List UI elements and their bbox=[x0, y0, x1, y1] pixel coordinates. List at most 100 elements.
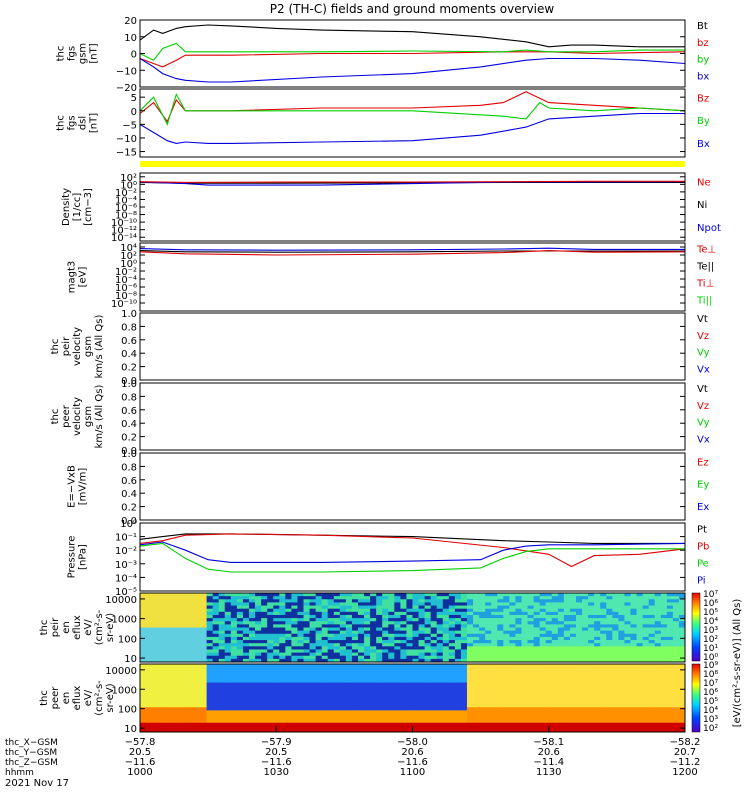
y-tick-label: 0.8 bbox=[121, 322, 137, 333]
legend-Ex: Ex bbox=[697, 502, 709, 513]
colorbar-tick: 10³ bbox=[703, 715, 718, 725]
legend-Vt: Vt bbox=[697, 384, 708, 395]
y-tick-label: 10⁻¹⁴ bbox=[111, 233, 137, 244]
y-tick-label: −15 bbox=[116, 148, 137, 159]
y-axis-label: thc bbox=[39, 620, 50, 636]
y-axis-label: thc bbox=[39, 690, 50, 706]
series-By bbox=[139, 92, 686, 126]
y-tick-label: 0.2 bbox=[121, 363, 137, 374]
x-tick-label: −58.1 bbox=[533, 737, 564, 748]
y-tick-label: 10⁰ bbox=[120, 259, 137, 270]
series-by bbox=[139, 42, 685, 61]
y-tick-label: 10⁻¹ bbox=[115, 533, 137, 544]
legend-Vz: Vz bbox=[697, 331, 709, 342]
y-tick-label: 10⁻² bbox=[115, 267, 137, 278]
series-Bx bbox=[139, 112, 685, 144]
time-axis: thc_X−GSM −57.8 −57.9 −58.0 −58.1 −58.2 thc_Y−… bbox=[5, 726, 700, 789]
legend-Vx: Vx bbox=[697, 364, 710, 375]
y-axis-label: Pressure bbox=[67, 536, 78, 579]
x-tick-label: 1030 bbox=[264, 767, 289, 778]
y-axis-label: km/s (All Qs) bbox=[94, 385, 105, 449]
y-tick-label: 0.6 bbox=[121, 336, 137, 347]
colorbar-tick: 10⁷ bbox=[703, 679, 718, 689]
y-tick-label: 10⁻⁵ bbox=[115, 587, 137, 598]
legend-Ne: Ne bbox=[697, 177, 711, 188]
x-tick-label: 1200 bbox=[672, 767, 697, 778]
x-tick-label: 1130 bbox=[536, 767, 561, 778]
y-axis-label: Density bbox=[61, 188, 72, 226]
y-axis-label: [nT] bbox=[89, 43, 100, 63]
quality-flag-bar bbox=[140, 161, 685, 167]
colorbar-tick: 10¹ bbox=[703, 644, 718, 654]
colorbar: 10⁷10⁶10⁵10⁴10³10²10¹10⁰10⁹10⁸10⁷10⁶10⁵1… bbox=[691, 590, 743, 734]
x-tick-label: 20.7 bbox=[674, 747, 696, 758]
colorbar-tick: 10⁵ bbox=[703, 697, 718, 707]
x-tick-label: −11.6 bbox=[261, 757, 292, 768]
panel-frame bbox=[139, 592, 686, 663]
colorbar-tick: 10³ bbox=[703, 626, 718, 636]
y-tick-label: 100 bbox=[118, 705, 137, 716]
y-axis-label: thc bbox=[50, 409, 61, 425]
y-axis-label: gsm bbox=[83, 406, 94, 427]
y-axis-label: peir bbox=[61, 336, 72, 356]
y-tick-label: 0.6 bbox=[121, 406, 137, 417]
x-row-label: hhmm bbox=[5, 768, 34, 778]
x-tick-label: 20.6 bbox=[401, 747, 423, 758]
legend-Pe: Pe bbox=[697, 558, 709, 569]
legend-Ti||: Ti|| bbox=[696, 295, 712, 306]
y-axis-label: peir bbox=[50, 617, 61, 637]
y-axis-label: velocity bbox=[72, 327, 83, 366]
series-Bt bbox=[139, 24, 685, 48]
x-tick-label: −11.4 bbox=[533, 757, 564, 768]
y-axis-label: thc bbox=[56, 115, 67, 131]
x-row-label: thc_Z−GSM bbox=[5, 758, 58, 768]
y-tick-label: 10⁻³ bbox=[115, 560, 137, 571]
x-tick-label: 20.5 bbox=[265, 747, 287, 758]
y-axis-label: en bbox=[61, 692, 72, 705]
panel-peer_spec: 10000 1000 100 10 thc peer en eflux eV/(cm²-s-sr… bbox=[39, 663, 686, 735]
panel-efield: 1.0 0.8 0.6 0.4 0.2 0.0 E=−VxB [mV/m] Ez Ey Ex bbox=[67, 449, 710, 527]
y-tick-label: 10⁻⁶ bbox=[115, 203, 137, 214]
y-axis-label: gsm bbox=[78, 43, 89, 64]
y-axis-label: dsl bbox=[78, 116, 89, 130]
y-tick-label: −10 bbox=[116, 66, 137, 77]
x-row-label: thc_Y−GSM bbox=[5, 748, 57, 758]
y-tick-label: 20 bbox=[124, 16, 137, 27]
series-Te⊥ bbox=[139, 250, 686, 256]
y-tick-label: 1.0 bbox=[121, 449, 137, 460]
legend-Ti⊥: Ti⊥ bbox=[696, 278, 714, 289]
y-tick-label: 0.2 bbox=[121, 433, 137, 444]
x-tick-label: −58.2 bbox=[670, 737, 701, 748]
y-tick-label: 10² bbox=[120, 251, 137, 262]
y-axis-label: magt3 bbox=[67, 261, 78, 294]
panel-peir_velocity: 1.0 0.8 0.6 0.4 0.2 0.0 thc peir velocity gsm km/s… bbox=[50, 309, 710, 387]
colorbar-tick: 10⁵ bbox=[703, 608, 718, 618]
x-tick-label: 20.5 bbox=[129, 747, 151, 758]
y-tick-label: 1.0 bbox=[121, 309, 137, 320]
legend-Vt: Vt bbox=[697, 314, 708, 325]
colorbar-tick: 10⁰ bbox=[703, 653, 718, 663]
x-tick-label: −58.0 bbox=[397, 737, 428, 748]
x-tick-label: 1100 bbox=[400, 767, 425, 778]
legend-Npot: Npot bbox=[697, 223, 721, 234]
y-tick-label: 10⁴ bbox=[120, 243, 137, 254]
series-Pe bbox=[139, 542, 685, 573]
y-tick-label: 10⁻² bbox=[115, 188, 137, 199]
legend-Te⊥: Te⊥ bbox=[696, 244, 716, 255]
y-axis-label: sr-eV) bbox=[105, 613, 116, 642]
plot-title: P2 (TH-C) fields and ground moments over… bbox=[270, 2, 555, 16]
series-bx bbox=[139, 57, 686, 83]
y-tick-label: 0.2 bbox=[121, 503, 137, 514]
y-axis-label: en bbox=[61, 621, 72, 634]
y-axis-label: [cm−3] bbox=[83, 188, 94, 226]
spectrogram-cells bbox=[140, 593, 686, 663]
colorbar-tick: 10² bbox=[703, 724, 718, 734]
y-tick-label: 0.8 bbox=[121, 462, 137, 473]
y-tick-label: 1000 bbox=[112, 615, 137, 626]
legend-Bx: Bx bbox=[697, 139, 710, 150]
panel-pressure: 10⁰ 10⁻¹ 10⁻² 10⁻³ 10⁻⁴ 10⁻⁵ Pressure [nPa] Pt Pb… bbox=[67, 519, 710, 598]
x-tick-label: −11.2 bbox=[670, 757, 701, 768]
legend-Bz: Bz bbox=[697, 93, 709, 104]
x-tick-label: 20.6 bbox=[538, 747, 560, 758]
